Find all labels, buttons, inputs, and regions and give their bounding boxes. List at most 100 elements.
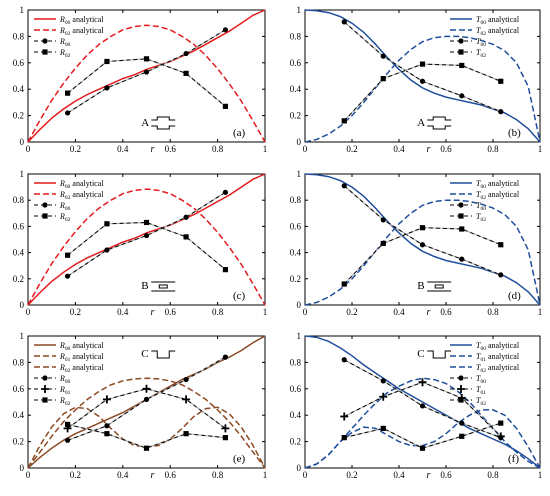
x-tick-label: 0.2 (70, 144, 81, 154)
series-trend (67, 58, 226, 107)
data-point-r00 (222, 189, 229, 195)
x-tick-label: 1 (263, 144, 268, 154)
legend-label: R02 analytical (59, 363, 104, 374)
y-tick-label: 0 (297, 137, 302, 147)
panel-a: 0 0.2 0.4 0.6 0.8 1 0 0.2 0.4 0.6 0.8 1 r R00 analyti… (13, 5, 268, 155)
data-point-r02 (104, 221, 110, 227)
data-point-r00 (104, 423, 110, 429)
y-tick-label: 0.2 (13, 437, 24, 447)
x-tick-label: 0.2 (346, 144, 357, 154)
data-point-r02 (183, 431, 189, 437)
legend-label: R00 analytical (59, 15, 104, 26)
data-point-r02 (143, 56, 150, 62)
panel-label: (d) (508, 290, 521, 302)
y-tick-label: 0.6 (13, 58, 25, 68)
inset-label: B (417, 280, 424, 292)
x-tick-label: 0 (303, 144, 308, 154)
legend-label: R02 (59, 48, 71, 59)
series-connector (67, 423, 226, 449)
data-point-r02 (222, 435, 229, 441)
y-tick-label: 0.4 (13, 84, 25, 94)
y-tick-label: 1 (297, 5, 302, 15)
plot-frame (27, 335, 266, 469)
data-point-t00 (419, 78, 426, 84)
inset-label: C (141, 348, 148, 360)
data-point-t02 (498, 242, 504, 248)
legend-label: T00 (476, 201, 486, 212)
y-tick-label: 0.4 (13, 248, 25, 258)
series-connector (343, 227, 501, 285)
y-tick-label: 0.6 (290, 384, 302, 394)
x-axis-label: r (427, 307, 431, 318)
data-point-r02 (104, 58, 110, 65)
x-tick-label: 0.4 (117, 144, 129, 154)
y-tick-label: 0.2 (290, 274, 301, 284)
x-axis-label: r (151, 307, 155, 318)
inset-label: A (141, 117, 149, 129)
y-tick-label: 1 (20, 5, 25, 15)
data-point-r00 (104, 85, 110, 91)
data-point-r00 (143, 232, 150, 239)
series-line-r02-analytical (27, 406, 266, 469)
legend-marker (458, 375, 464, 381)
data-point-t00 (459, 93, 465, 99)
x-tick-label: 1 (538, 470, 543, 480)
legend-label: R01 (59, 385, 71, 396)
series-connector (67, 191, 226, 277)
y-tick-label: 0.2 (13, 111, 24, 121)
y-tick-label: 0 (20, 300, 25, 310)
data-point-r02 (104, 431, 110, 437)
x-tick-label: 0.8 (212, 470, 224, 480)
x-tick-label: 0 (26, 470, 31, 480)
panel-d: 0 0.2 0.4 0.6 0.8 1 0 0.2 0.4 0.6 0.8 1 r T00 analyti… (290, 169, 543, 318)
series-line-t02-analytical (304, 199, 541, 306)
y-tick-label: 0.8 (13, 357, 25, 367)
series-trend (67, 388, 226, 429)
y-tick-label: 1 (20, 169, 25, 179)
x-axis-label: r (427, 144, 431, 155)
legend-label: T02 (476, 212, 486, 223)
data-point-t02 (380, 240, 386, 247)
legend-label: T02 analytical (476, 26, 520, 37)
plot-frame (304, 335, 541, 469)
panel-label: (a) (233, 127, 246, 139)
series-line-t02-analytical (304, 409, 541, 469)
data-point-r02 (143, 219, 150, 226)
series-line-t01-analytical (304, 377, 541, 469)
x-tick-label: 0 (26, 307, 31, 317)
y-tick-label: 1 (297, 169, 302, 179)
legend-marker (458, 202, 464, 208)
legend-label: T02 analytical (476, 190, 520, 201)
data-point-r02 (64, 252, 71, 258)
panel-b: 0 0.2 0.4 0.6 0.8 1 0 0.2 0.4 0.6 0.8 1 r T00 analyti… (290, 5, 543, 155)
single-well-icon (151, 350, 176, 359)
data-point-r00 (64, 273, 71, 279)
x-tick-label: 0 (303, 470, 308, 480)
legend-marker (42, 38, 48, 44)
double-step-channel-icon (151, 116, 176, 130)
legend-marker (458, 38, 464, 44)
legend-marker (42, 397, 48, 403)
data-point-t00 (380, 378, 386, 384)
data-point-t02 (459, 226, 465, 232)
x-axis-label: r (427, 470, 431, 481)
legend-label: T01 (476, 385, 486, 396)
x-tick-label: 0 (26, 144, 31, 154)
y-tick-label: 0.2 (290, 437, 301, 447)
x-tick-label: 0.2 (346, 470, 357, 480)
data-point-t02 (341, 118, 347, 124)
data-point-t02 (419, 61, 426, 67)
legend-label: T02 (476, 396, 486, 407)
y-tick-label: 0.8 (13, 31, 25, 41)
data-point-r00 (222, 354, 229, 360)
inset-label: B (141, 280, 148, 292)
series-connector (67, 58, 226, 107)
y-tick-label: 0.4 (290, 248, 302, 258)
legend-marker (457, 385, 465, 393)
plot-frame (304, 9, 541, 143)
series-line-r00-analytical (27, 9, 266, 143)
series-line-t00-analytical (304, 335, 541, 469)
x-axis-label: r (151, 470, 155, 481)
data-point-r00 (104, 247, 110, 253)
